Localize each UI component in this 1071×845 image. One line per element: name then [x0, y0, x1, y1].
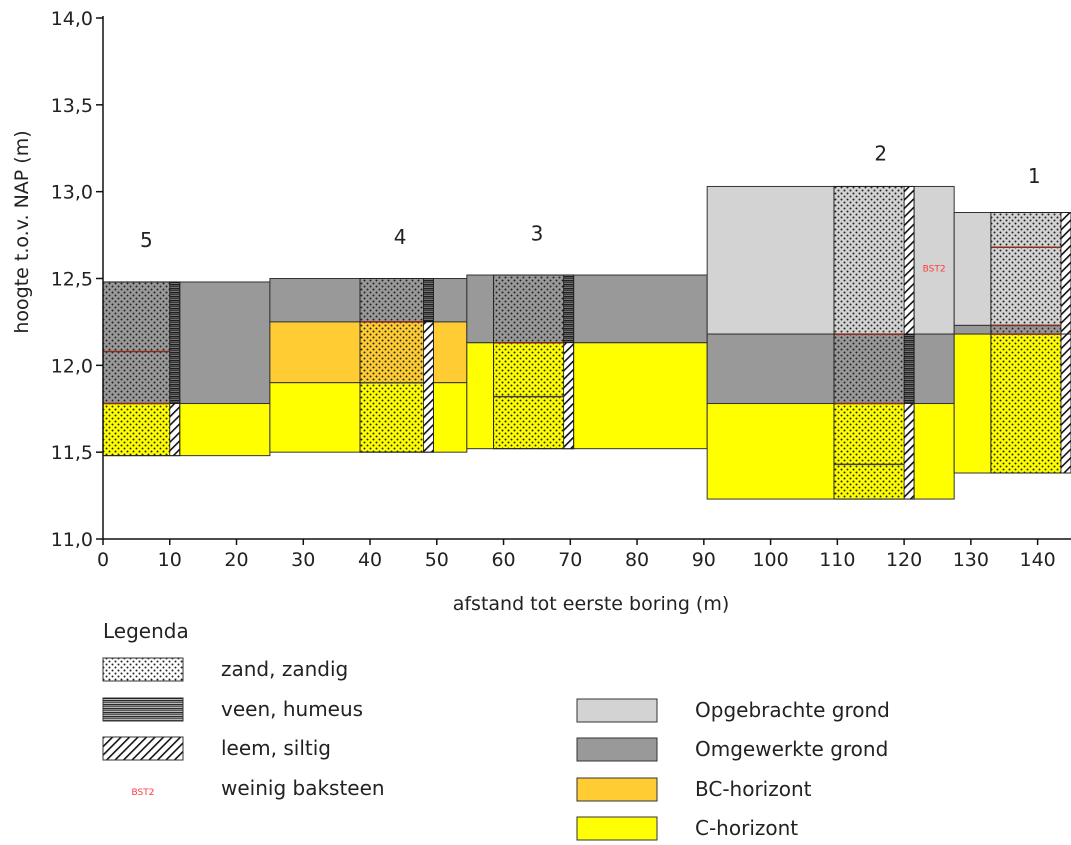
- boring-3-hatch-1: [563, 342, 575, 450]
- legend-swatch-bc: [576, 777, 658, 802]
- boring-label-3: 3: [531, 221, 544, 245]
- x-tick-label-14: 140: [1019, 549, 1055, 571]
- x-tick-label-11: 110: [819, 549, 855, 571]
- boring-4-hatch-0: [423, 278, 434, 323]
- legend-swatch-zand: [102, 657, 184, 682]
- y-tick-label-6: 14,0: [51, 8, 93, 30]
- x-tick-label-6: 60: [491, 549, 515, 571]
- x-tick-label-0: 0: [97, 549, 109, 571]
- y-tick-label-3: 12,5: [51, 269, 93, 291]
- boring-1-hatch-0: [1060, 212, 1071, 335]
- x-tick-label-1: 10: [158, 549, 182, 571]
- y-tick-label-5: 13,5: [51, 95, 93, 117]
- legend-swatch-omgewerkt: [576, 737, 658, 762]
- legend: Legenda zand, zandig veen, humeus leem, …: [102, 619, 890, 841]
- y-axis-title: hoogte t.o.v. NAP (m): [11, 130, 33, 333]
- boring-3-hatch-0: [563, 274, 575, 344]
- soil-unit-7: [706, 185, 955, 335]
- boring-5-hatch-1: [169, 403, 181, 457]
- legend-label-omgewerkt: Omgewerkte grond: [695, 737, 888, 761]
- legend-swatch-leem: [102, 736, 184, 761]
- x-axis-title: afstand tot eerste boring (m): [453, 593, 730, 615]
- legend-swatch-c: [576, 816, 658, 841]
- boring-1-hatch-1: [1060, 333, 1071, 474]
- boring-3-sand-column: [493, 275, 564, 449]
- legend-label-c: C-horizont: [695, 816, 798, 840]
- legend-label-opgebracht: Opgebrachte grond: [695, 698, 890, 722]
- x-tick-label-9: 90: [692, 549, 716, 571]
- x-tick-label-10: 100: [752, 549, 788, 571]
- y-tick-label-1: 11,5: [51, 442, 93, 464]
- boring-3-outline: [493, 274, 575, 450]
- boring-1: 1: [990, 164, 1071, 474]
- boring-label-4: 4: [394, 225, 407, 249]
- x-tick-label-7: 70: [558, 549, 582, 571]
- boring-4-hatch-1: [423, 321, 434, 453]
- legend-title: Legenda: [103, 619, 189, 643]
- soil-unit-8: [706, 333, 955, 405]
- soil-units: [102, 185, 1071, 500]
- x-tick-label-8: 80: [625, 549, 649, 571]
- legend-swatch-opgebracht: [576, 698, 658, 723]
- legend-label-leem: leem, siltig: [221, 736, 331, 760]
- boring-4: 4: [359, 225, 434, 453]
- boring-2-hatch-0: [903, 186, 915, 335]
- x-tick-label-4: 40: [358, 549, 382, 571]
- borings: 5 4 3 2 1 BST2: [102, 141, 1071, 500]
- soil-unit-9: [706, 403, 955, 500]
- legend-label-bc: BC-horizont: [695, 777, 812, 801]
- boring-3: 3: [493, 221, 575, 450]
- legend-label-baksteen: weinig baksteen: [221, 776, 385, 800]
- legend-symbol-bst: BST2: [132, 788, 155, 798]
- boring-label-5: 5: [140, 228, 153, 252]
- x-tick-label-13: 130: [953, 549, 989, 571]
- axes: 11,0 11,5 12,0 12,5 13,0 13,5 14,0 0 10 20 30 40 50 6…: [51, 8, 1071, 571]
- x-tick-label-5: 50: [425, 549, 449, 571]
- boring-label-1: 1: [1028, 164, 1041, 188]
- x-tick-label-2: 20: [224, 549, 248, 571]
- boring-1-sand-column: [990, 212, 1061, 474]
- boring-5: 5: [102, 228, 181, 457]
- x-tick-label-3: 30: [291, 549, 315, 571]
- legend-swatch-veen: [102, 697, 184, 722]
- legend-label-zand: zand, zandig: [221, 657, 348, 681]
- boring-2-hatch-1: [903, 333, 915, 404]
- boring-4-outline: [359, 278, 434, 453]
- boring-2: 2: [833, 141, 915, 500]
- boring-2-outline: [833, 185, 915, 500]
- boring-5-sand-column: [103, 281, 170, 456]
- x-tick-label-12: 120: [886, 549, 922, 571]
- boring-label-2: 2: [874, 141, 887, 165]
- y-tick-label-0: 11,0: [51, 529, 93, 551]
- bst-annotation-0: BST2: [923, 265, 946, 275]
- boring-2-hatch-2: [903, 403, 915, 500]
- boring-2-sand-column: [834, 186, 905, 500]
- y-tick-label-4: 13,0: [51, 182, 93, 204]
- legend-label-veen: veen, humeus: [221, 697, 363, 721]
- boring-5-hatch-0: [169, 281, 181, 404]
- y-tick-label-2: 12,0: [51, 355, 93, 377]
- boring-4-sand-column: [360, 278, 424, 453]
